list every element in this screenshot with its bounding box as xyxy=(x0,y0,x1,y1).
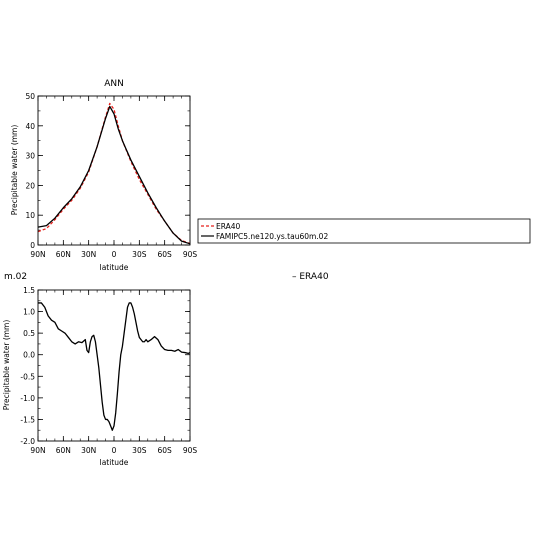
top-y-tick-label: 0 xyxy=(30,241,35,250)
top-series-line-2 xyxy=(37,105,191,245)
bottom-plot-frame xyxy=(37,289,191,442)
top-x-tick-label: 30N xyxy=(81,250,96,259)
top-y-tick-label: 10 xyxy=(25,211,35,220)
top-x-tick-label: 30S xyxy=(132,250,147,259)
bottom-x-tick-label: 30N xyxy=(81,446,96,455)
legend-box xyxy=(197,218,531,244)
top-x-tick-label: 0 xyxy=(112,250,117,259)
bottom-y-tick-label: -1.0 xyxy=(20,394,35,403)
legend-label-era40: ERA40 xyxy=(216,222,241,231)
bottom-y-tick-label: 1.0 xyxy=(23,308,35,317)
bottom-y-tick-label: -2.0 xyxy=(20,437,35,446)
bottom-plot-area: 90N 60N 30N 0 30S 60S 90S -2.0 -1.5 -1.0 -0.5 0.0 0.… xyxy=(20,286,197,455)
top-panel: ANN Precipitable water (mm) latitude 90N… xyxy=(10,79,197,272)
top-y-tick-label: 40 xyxy=(25,122,35,131)
top-plot-frame xyxy=(37,95,191,246)
bottom-panel: m.02 – ERA40 Precipitable water (mm) lat… xyxy=(2,272,329,467)
bottom-x-tick-label: 0 xyxy=(112,446,117,455)
bottom-x-tick-label: 30S xyxy=(132,446,147,455)
top-x-tick-label: 60S xyxy=(158,250,173,259)
bottom-x-tick-label: 60N xyxy=(56,446,71,455)
bottom-title: m.02 xyxy=(4,272,27,282)
bottom-series-line-1 xyxy=(38,302,191,431)
bottom-title-right: – ERA40 xyxy=(292,272,329,282)
top-y-tick-label: 50 xyxy=(25,92,35,101)
top-x-tick-label: 60N xyxy=(56,250,71,259)
bottom-x-tick-label: 60S xyxy=(158,446,173,455)
bottom-y-tick-label: 0.5 xyxy=(23,329,35,338)
top-plot-area: 90N 60N 30N 0 30S 60S 90S 0 10 20 30 40 50 xyxy=(25,92,197,259)
bottom-ylabel: Precipitable water (mm) xyxy=(2,320,11,411)
bottom-y-tick-label: 0.0 xyxy=(23,351,35,360)
legend-label-model: FAMIPC5.ne120.ys.tau60m.02 xyxy=(216,232,328,241)
top-title: ANN xyxy=(104,79,124,89)
bottom-y-tick-label: -0.5 xyxy=(20,372,35,381)
top-y-tick-label: 30 xyxy=(25,152,35,161)
top-xlabel: latitude xyxy=(100,263,129,272)
bottom-y-tick-label: 1.5 xyxy=(23,286,35,295)
bottom-x-tick-label: 90S xyxy=(183,446,198,455)
top-y-tick-label: 20 xyxy=(25,181,35,190)
legend: ERA40 FAMIPC5.ne120.ys.tau60m.02 xyxy=(197,218,531,244)
top-ylabel: Precipitable water (mm) xyxy=(10,125,19,216)
top-series-line-1 xyxy=(37,102,191,245)
bottom-x-tick-label: 90N xyxy=(30,446,45,455)
bottom-xlabel: latitude xyxy=(100,458,129,467)
top-x-tick-label: 90N xyxy=(30,250,45,259)
top-x-tick-label: 90S xyxy=(183,250,198,259)
bottom-y-tick-label: -1.5 xyxy=(20,415,35,424)
